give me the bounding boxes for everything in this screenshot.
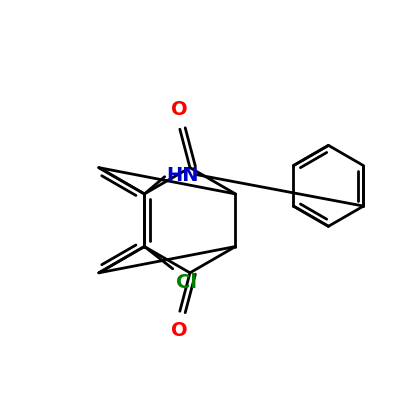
Text: HN: HN — [167, 166, 199, 185]
Text: Cl: Cl — [176, 273, 197, 292]
Text: O: O — [170, 100, 187, 119]
Text: O: O — [170, 321, 187, 340]
